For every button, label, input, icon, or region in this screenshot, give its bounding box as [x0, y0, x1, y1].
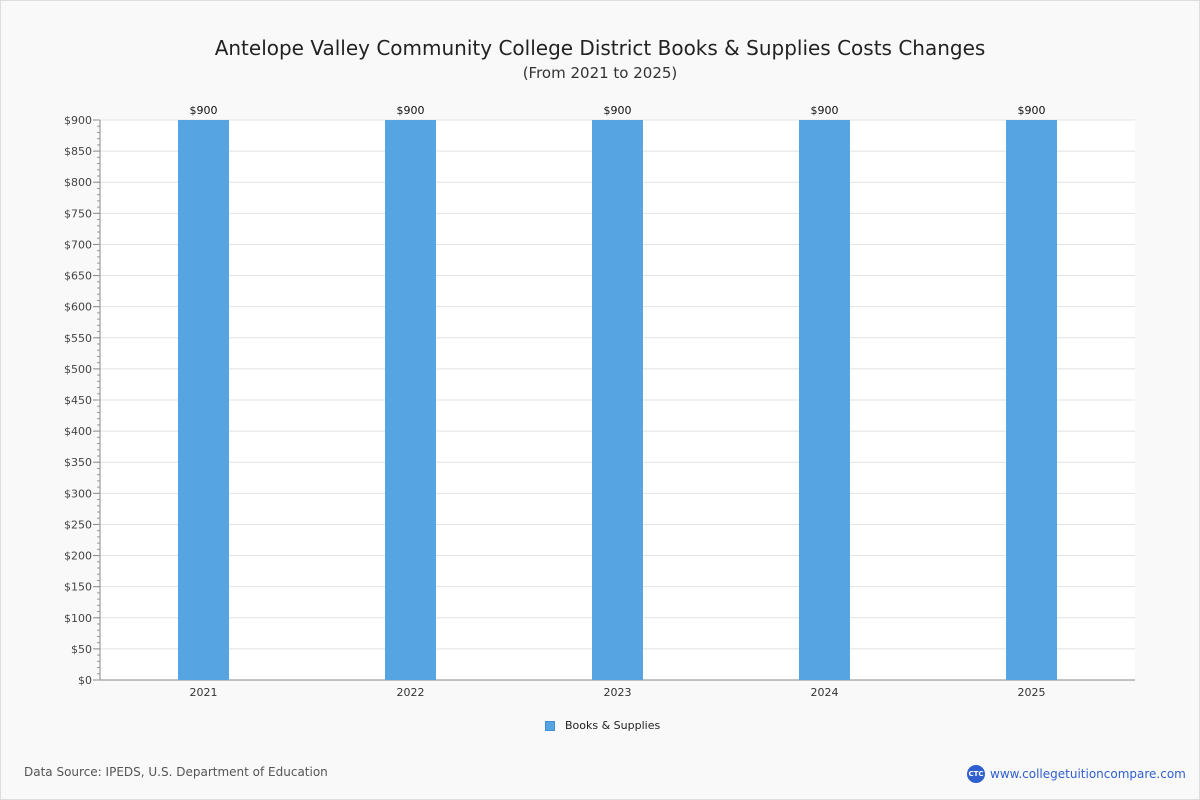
brand-link[interactable]: CTC www.collegetuitioncompare.com — [967, 765, 1186, 783]
y-tick-label: $0 — [78, 674, 92, 687]
legend[interactable]: Books & Supplies — [545, 719, 660, 732]
y-tick-label: $450 — [64, 394, 92, 407]
y-tick-label: $900 — [64, 114, 92, 127]
y-tick-label: $100 — [64, 612, 92, 625]
y-tick-label: $200 — [64, 550, 92, 563]
x-tick-label: 2021 — [190, 686, 218, 699]
data-source: Data Source: IPEDS, U.S. Department of E… — [24, 765, 328, 779]
y-tick-label: $600 — [64, 301, 92, 314]
chart-title: Antelope Valley Community College Distri… — [214, 36, 986, 60]
y-tick-label: $850 — [64, 145, 92, 158]
x-tick-label: 2022 — [397, 686, 425, 699]
y-tick-label: $150 — [64, 581, 92, 594]
data-label: $900 — [1018, 104, 1046, 117]
y-tick-label: $650 — [64, 270, 92, 283]
y-tick-label: $750 — [64, 207, 92, 220]
bar — [592, 120, 643, 680]
data-label: $900 — [397, 104, 425, 117]
bar — [385, 120, 436, 680]
y-tick-label: $250 — [64, 518, 92, 531]
bar — [799, 120, 850, 680]
y-tick-label: $400 — [64, 425, 92, 438]
legend-label: Books & Supplies — [565, 719, 661, 732]
data-label: $900 — [811, 104, 839, 117]
data-label: $900 — [604, 104, 632, 117]
x-tick-label: 2024 — [811, 686, 839, 699]
bar — [1006, 120, 1057, 680]
legend-swatch — [545, 720, 555, 731]
y-tick-label: $800 — [64, 176, 92, 189]
x-tick-label: 2025 — [1018, 686, 1046, 699]
y-tick-label: $50 — [71, 643, 92, 656]
x-tick-label: 2023 — [604, 686, 632, 699]
y-tick-label: $500 — [64, 363, 92, 376]
data-label: $900 — [190, 104, 218, 117]
ctc-logo-icon: CTC — [967, 765, 985, 783]
y-tick-label: $350 — [64, 456, 92, 469]
bar — [178, 120, 229, 680]
y-tick-label: $300 — [64, 487, 92, 500]
chart-subtitle: (From 2021 to 2025) — [522, 64, 678, 82]
y-tick-label: $700 — [64, 238, 92, 251]
y-tick-label: $550 — [64, 332, 92, 345]
brand-url: www.collegetuitioncompare.com — [990, 767, 1186, 781]
